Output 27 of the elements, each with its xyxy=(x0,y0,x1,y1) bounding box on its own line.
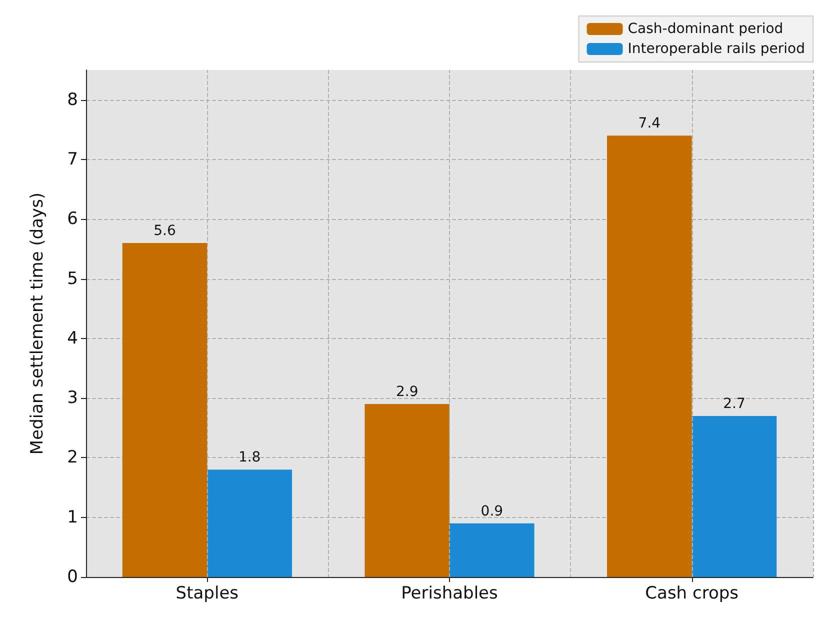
y-axis-title: Median settlement time (days) xyxy=(28,192,48,455)
y-tick-label: 5 xyxy=(67,268,78,289)
data-label: 7.4 xyxy=(638,116,661,132)
data-label: 2.7 xyxy=(723,396,746,412)
y-tick-label: 2 xyxy=(67,448,78,468)
bar xyxy=(450,523,534,577)
y-tick-label: 6 xyxy=(67,209,78,230)
bar xyxy=(122,242,208,577)
y-tick-label: 3 xyxy=(67,388,78,408)
data-label: 2.9 xyxy=(396,384,418,400)
y-tick-label: 4 xyxy=(67,328,78,348)
data-label: 0.9 xyxy=(480,503,504,520)
y-tick-label: 0 xyxy=(67,567,78,587)
x-tick-label: Staples xyxy=(176,584,239,604)
y-tick-label: 1 xyxy=(67,507,78,528)
bar xyxy=(692,416,777,577)
legend-label: Cash-dominant period xyxy=(628,21,784,37)
data-label: 5.6 xyxy=(154,222,176,239)
data-label: 1.8 xyxy=(238,450,261,466)
bar xyxy=(364,404,450,577)
bar xyxy=(607,136,692,577)
legend-label: Interoperable rails period xyxy=(628,41,805,57)
x-tick-label: Cash crops xyxy=(645,584,739,604)
x-tick-label: Perishables xyxy=(401,584,498,604)
y-tick-label: 7 xyxy=(67,149,78,170)
bar xyxy=(207,470,292,577)
y-tick-label: 8 xyxy=(67,90,78,110)
